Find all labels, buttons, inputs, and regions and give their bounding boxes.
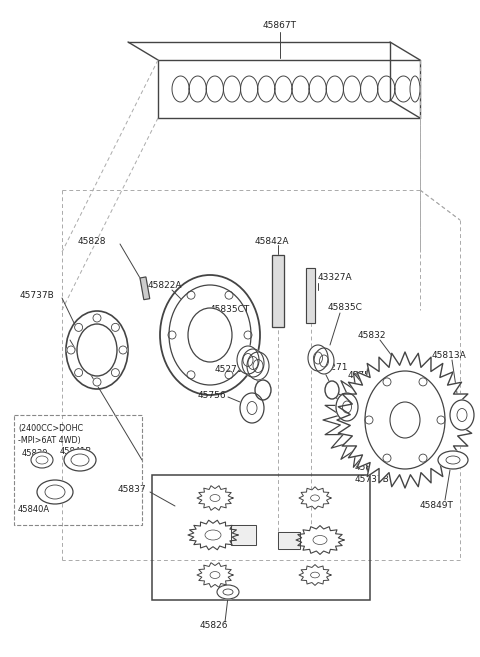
Text: 45822: 45822 (355, 463, 384, 472)
Polygon shape (299, 564, 331, 585)
Ellipse shape (217, 585, 239, 599)
Polygon shape (296, 526, 344, 555)
Ellipse shape (350, 389, 400, 451)
Bar (231, 525, 256, 545)
Ellipse shape (77, 324, 117, 376)
Bar (306, 268, 315, 323)
Bar (272, 255, 284, 327)
Text: 45826: 45826 (200, 620, 228, 629)
Ellipse shape (242, 349, 264, 377)
Ellipse shape (64, 449, 96, 471)
Ellipse shape (160, 275, 260, 395)
Text: 45271: 45271 (320, 363, 348, 373)
Text: -MPI>6AT 4WD): -MPI>6AT 4WD) (18, 436, 81, 445)
Ellipse shape (237, 346, 259, 374)
Bar (272, 255, 284, 327)
Polygon shape (197, 486, 233, 510)
Circle shape (93, 314, 101, 322)
Circle shape (67, 346, 75, 354)
Ellipse shape (45, 485, 65, 499)
Text: 45835CT: 45835CT (210, 306, 250, 315)
Bar (140, 277, 150, 300)
Text: 45271: 45271 (215, 365, 243, 374)
Ellipse shape (336, 393, 358, 421)
Text: 45828: 45828 (78, 237, 107, 246)
Bar (152, 475, 370, 600)
Text: 45840A: 45840A (18, 505, 50, 514)
Text: (2400CC>DOHC: (2400CC>DOHC (18, 424, 83, 432)
Bar (14, 415, 142, 525)
Ellipse shape (410, 76, 420, 102)
Ellipse shape (240, 393, 264, 423)
Bar (140, 277, 150, 300)
Ellipse shape (365, 371, 445, 469)
Text: 45837: 45837 (118, 486, 146, 495)
Text: 45849T: 45849T (420, 501, 454, 509)
Text: 43327A: 43327A (318, 273, 353, 283)
Text: 45756: 45756 (348, 371, 377, 380)
Circle shape (111, 323, 120, 331)
Text: 45737B: 45737B (355, 476, 390, 484)
Text: 45737B: 45737B (20, 290, 55, 300)
Bar (306, 268, 315, 323)
Polygon shape (197, 562, 233, 587)
Ellipse shape (71, 454, 89, 466)
Ellipse shape (37, 480, 73, 504)
Ellipse shape (188, 308, 232, 362)
Ellipse shape (450, 400, 474, 430)
Polygon shape (188, 520, 238, 550)
Ellipse shape (308, 345, 328, 371)
Ellipse shape (169, 285, 251, 385)
Ellipse shape (325, 381, 339, 399)
Ellipse shape (31, 452, 53, 468)
Circle shape (93, 378, 101, 386)
Text: 45813A: 45813A (432, 350, 467, 359)
Ellipse shape (314, 348, 334, 374)
Text: 45867T: 45867T (263, 20, 297, 30)
Polygon shape (337, 352, 473, 488)
Ellipse shape (66, 311, 128, 389)
Text: 45841B: 45841B (60, 447, 92, 457)
Text: 45756: 45756 (198, 390, 227, 399)
Bar (278, 532, 300, 549)
Ellipse shape (247, 352, 269, 380)
Text: 45832: 45832 (358, 330, 386, 340)
Bar (231, 525, 256, 545)
Ellipse shape (438, 451, 468, 469)
Circle shape (74, 323, 83, 331)
Polygon shape (299, 487, 331, 509)
Polygon shape (323, 369, 427, 472)
Circle shape (111, 369, 120, 376)
Ellipse shape (255, 380, 271, 400)
Circle shape (74, 369, 83, 376)
Text: 45822A: 45822A (148, 281, 182, 290)
Text: 45835C: 45835C (328, 304, 363, 313)
Text: 45842A: 45842A (255, 237, 289, 246)
Text: 45839: 45839 (22, 449, 48, 459)
Bar (278, 532, 300, 549)
Circle shape (119, 346, 127, 354)
